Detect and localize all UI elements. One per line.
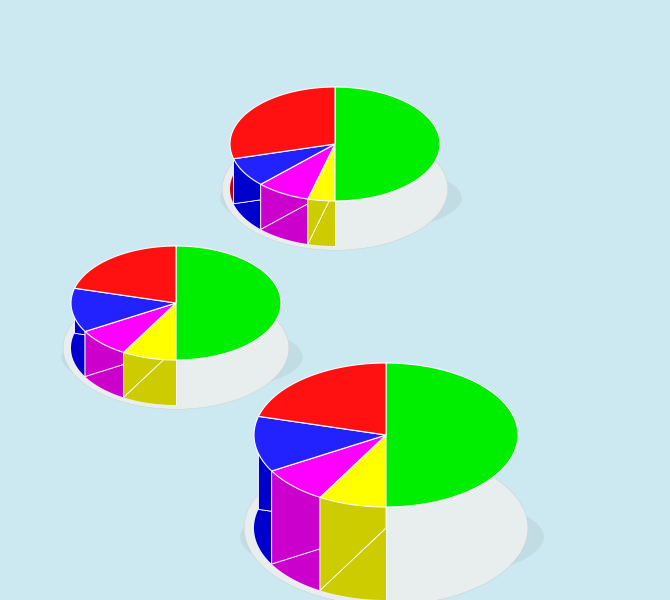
Polygon shape bbox=[254, 416, 271, 564]
Polygon shape bbox=[123, 303, 176, 397]
Polygon shape bbox=[234, 159, 261, 229]
Polygon shape bbox=[234, 144, 335, 204]
Ellipse shape bbox=[241, 491, 544, 583]
Ellipse shape bbox=[222, 128, 448, 250]
Ellipse shape bbox=[63, 287, 289, 409]
Polygon shape bbox=[261, 144, 335, 199]
Polygon shape bbox=[71, 288, 85, 377]
Polygon shape bbox=[386, 363, 518, 507]
Polygon shape bbox=[74, 288, 176, 348]
Polygon shape bbox=[320, 435, 386, 590]
Polygon shape bbox=[85, 303, 176, 377]
Polygon shape bbox=[230, 87, 335, 204]
Polygon shape bbox=[259, 416, 386, 528]
Polygon shape bbox=[271, 471, 320, 590]
Polygon shape bbox=[85, 303, 176, 352]
Polygon shape bbox=[71, 288, 176, 331]
Polygon shape bbox=[271, 435, 386, 564]
Polygon shape bbox=[261, 144, 335, 229]
Polygon shape bbox=[271, 435, 386, 564]
Polygon shape bbox=[234, 144, 335, 204]
Polygon shape bbox=[261, 184, 308, 244]
Polygon shape bbox=[254, 416, 386, 471]
Polygon shape bbox=[320, 435, 386, 507]
Polygon shape bbox=[85, 331, 123, 397]
Polygon shape bbox=[308, 144, 335, 201]
Ellipse shape bbox=[244, 451, 528, 600]
Polygon shape bbox=[74, 288, 176, 348]
Polygon shape bbox=[271, 435, 386, 497]
Polygon shape bbox=[123, 303, 176, 360]
Polygon shape bbox=[234, 144, 335, 184]
Polygon shape bbox=[74, 246, 176, 303]
Polygon shape bbox=[259, 416, 386, 528]
Polygon shape bbox=[320, 435, 386, 590]
Polygon shape bbox=[335, 87, 440, 201]
Polygon shape bbox=[85, 303, 176, 377]
Polygon shape bbox=[123, 303, 176, 397]
Polygon shape bbox=[259, 363, 386, 509]
Polygon shape bbox=[320, 497, 386, 600]
Ellipse shape bbox=[220, 162, 462, 234]
Polygon shape bbox=[308, 199, 335, 246]
Polygon shape bbox=[261, 144, 335, 229]
Polygon shape bbox=[176, 246, 281, 360]
Ellipse shape bbox=[61, 321, 303, 393]
Polygon shape bbox=[74, 246, 176, 333]
Polygon shape bbox=[123, 352, 176, 405]
Polygon shape bbox=[308, 144, 335, 244]
Polygon shape bbox=[259, 363, 386, 435]
Polygon shape bbox=[308, 144, 335, 244]
Polygon shape bbox=[230, 87, 335, 159]
